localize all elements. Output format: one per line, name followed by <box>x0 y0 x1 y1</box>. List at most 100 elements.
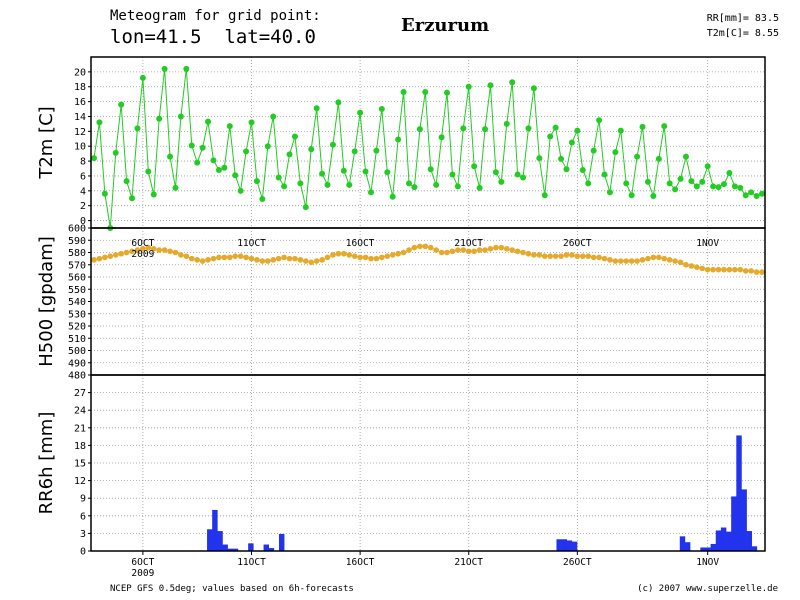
precip-bar <box>741 489 747 551</box>
temperature-point <box>346 181 353 188</box>
y-tick-label: 9 <box>80 494 86 505</box>
geopotential-point <box>167 248 173 255</box>
geopotential-point <box>574 253 581 259</box>
temperature-point <box>205 118 212 125</box>
geopotential-point <box>129 248 135 255</box>
y-tick-label: 530 <box>68 309 86 320</box>
temperature-point <box>563 166 570 173</box>
temperature-point <box>547 133 554 140</box>
precip-bar <box>217 531 223 551</box>
geopotential-point <box>666 257 673 263</box>
geopotential-point <box>715 266 722 273</box>
geopotential-point <box>346 252 353 258</box>
y-axis-label: T2m [C] <box>36 106 57 179</box>
temperature-point <box>237 187 244 194</box>
x-date-label: 16OCT <box>346 238 375 249</box>
y-tick-label: 10 <box>74 142 86 153</box>
precip-bar <box>222 544 228 551</box>
geopotential-point <box>503 246 510 252</box>
temperature-point <box>748 189 755 196</box>
geopotential-point <box>313 258 320 264</box>
temperature-point <box>324 181 331 188</box>
temperature-point <box>520 174 527 181</box>
temperature-point <box>313 105 320 112</box>
meteogram-heading: Meteogram for grid point: <box>110 8 321 24</box>
y-tick-label: 560 <box>68 273 86 284</box>
temperature-point <box>672 186 679 193</box>
geopotential-point <box>91 257 97 263</box>
y-tick-label: 520 <box>68 322 86 333</box>
temperature-point <box>460 125 467 132</box>
geopotential-point <box>210 255 217 262</box>
geopotential-point <box>102 254 108 261</box>
temperature-point <box>731 183 738 190</box>
y-tick-label: 12 <box>74 476 86 487</box>
precip-bar <box>566 540 573 551</box>
geopotential-point <box>400 249 407 256</box>
y-tick-label: 4 <box>80 186 86 197</box>
x-date-label: 6OCT <box>131 238 154 249</box>
geopotential-point <box>552 253 559 259</box>
temperature-point <box>568 139 575 146</box>
precip-bar <box>679 536 686 551</box>
temperature-point <box>215 167 222 174</box>
geopotential-point <box>308 259 315 266</box>
x-date-label: 26OCT <box>563 557 592 568</box>
temperature-point <box>405 180 412 187</box>
geopotential-point <box>482 247 488 253</box>
geopotential-point <box>264 258 271 264</box>
temperature-point <box>123 178 130 185</box>
geopotential-point <box>194 257 200 263</box>
x-year-label: 2009 <box>131 249 154 260</box>
geopotential-point <box>531 252 537 258</box>
temperature-point <box>264 143 271 150</box>
geopotential-point <box>96 255 103 262</box>
panel-frame <box>90 374 766 552</box>
temperature-point <box>634 153 641 160</box>
geopotential-point <box>710 266 716 273</box>
geopotential-point <box>558 253 564 259</box>
geopotential-point <box>373 255 380 262</box>
x-date-label: 6OCT <box>131 557 154 568</box>
geopotential-point <box>411 244 418 251</box>
temperature-point <box>720 181 727 188</box>
precip-bar <box>715 530 722 551</box>
geopotential-point <box>145 244 152 251</box>
temperature-point <box>150 191 157 198</box>
precip-bar <box>684 542 691 551</box>
temperature-point <box>438 134 445 141</box>
temperature-point <box>91 155 97 162</box>
temperature-point <box>177 113 184 120</box>
geopotential-point <box>335 250 342 257</box>
geopotential-point <box>422 243 429 250</box>
precip-bar <box>726 531 732 551</box>
temperature-point <box>585 180 592 187</box>
y-tick-label: 24 <box>74 406 86 417</box>
geopotential-point <box>617 258 624 264</box>
geopotential-point <box>449 248 456 255</box>
y-tick-label: 16 <box>74 97 86 108</box>
geopotential-point <box>427 244 434 251</box>
temperature-point <box>297 180 304 187</box>
temperature-point <box>232 172 239 179</box>
x-date-label: 26OCT <box>563 238 592 249</box>
y-tick-label: 3 <box>80 529 86 540</box>
temperature-point <box>167 153 174 160</box>
geopotential-point <box>205 257 211 263</box>
geopotential-point <box>259 258 266 264</box>
geopotential-point <box>704 266 711 273</box>
geopotential-point <box>601 255 608 262</box>
geopotential-point <box>525 250 532 257</box>
temperature-point <box>411 184 418 191</box>
geopotential-point <box>226 254 233 261</box>
geopotential-point <box>362 254 369 261</box>
precip-bar <box>731 496 737 551</box>
precip-bar <box>278 533 285 551</box>
temperature-line <box>93 68 763 229</box>
precip-bar <box>268 548 275 551</box>
geopotential-point <box>199 258 206 264</box>
y-axis-label: H500 [gpdam] <box>36 236 57 367</box>
precip-bar <box>207 529 213 551</box>
geopotential-point <box>742 268 749 274</box>
geopotential-point <box>292 255 298 262</box>
